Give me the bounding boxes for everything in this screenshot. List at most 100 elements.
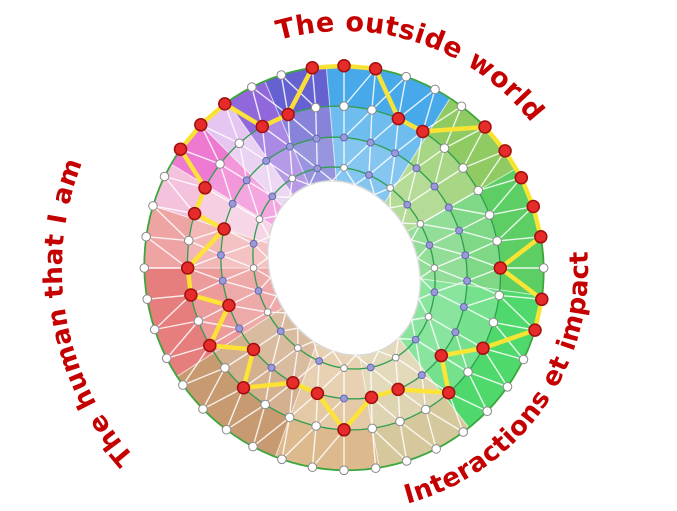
node[interactable] [451,328,460,337]
node[interactable] [178,380,188,390]
selected-node[interactable] [476,341,490,355]
selected-node[interactable] [493,261,508,275]
node[interactable] [255,215,264,224]
node[interactable] [313,164,322,173]
selected-node[interactable] [194,118,208,132]
node[interactable] [142,294,152,305]
selected-node[interactable] [222,298,236,313]
node[interactable] [254,287,263,295]
node[interactable] [248,441,258,452]
node[interactable] [425,241,434,250]
selected-node[interactable] [173,142,188,156]
selected-node[interactable] [281,107,295,122]
selected-node[interactable] [478,120,492,134]
selected-node[interactable] [198,181,212,195]
node[interactable] [249,264,258,272]
node[interactable] [391,149,400,158]
selected-node[interactable] [528,323,542,337]
node[interactable] [401,71,411,82]
node[interactable] [267,363,276,372]
node[interactable] [417,371,426,380]
node[interactable] [340,364,348,373]
node[interactable] [263,308,272,317]
node[interactable] [367,105,377,115]
node[interactable] [215,159,225,169]
node[interactable] [159,171,170,182]
selected-node[interactable] [368,62,383,76]
node[interactable] [141,231,151,242]
selected-node[interactable] [337,58,351,73]
node[interactable] [340,133,348,142]
node[interactable] [365,171,373,179]
selected-node[interactable] [305,61,320,75]
node[interactable] [420,404,431,415]
node[interactable] [411,335,420,344]
node[interactable] [439,143,450,153]
selected-node[interactable] [203,338,217,353]
selected-node[interactable] [441,385,456,400]
node[interactable] [430,288,439,297]
node[interactable] [416,220,425,228]
node[interactable] [262,156,271,165]
node[interactable] [216,251,225,260]
node[interactable] [312,134,321,143]
node[interactable] [391,353,400,362]
node[interactable] [502,382,513,392]
node[interactable] [340,163,348,172]
node[interactable] [161,353,172,364]
node[interactable] [276,327,285,336]
selected-node[interactable] [416,124,430,139]
selected-node[interactable] [526,199,541,214]
node[interactable] [235,324,244,333]
selected-node[interactable] [180,261,195,275]
node[interactable] [430,264,439,272]
selected-node[interactable] [217,222,231,236]
selected-node[interactable] [236,381,251,395]
selected-node[interactable] [286,376,300,390]
node[interactable] [431,444,442,454]
selected-node[interactable] [498,144,512,158]
node[interactable] [430,84,440,95]
node[interactable] [247,82,257,92]
node[interactable] [149,324,160,335]
selected-node[interactable] [187,206,202,221]
node[interactable] [221,424,232,435]
node[interactable] [285,142,294,151]
selected-node[interactable] [534,230,548,244]
node[interactable] [218,276,227,285]
node[interactable] [430,182,439,191]
node[interactable] [198,404,208,414]
node[interactable] [260,399,271,410]
node[interactable] [459,303,468,311]
node[interactable] [482,406,493,417]
node[interactable] [463,367,473,377]
selected-node[interactable] [391,111,406,126]
node[interactable] [473,185,484,196]
node[interactable] [249,239,258,248]
node[interactable] [268,192,277,201]
node[interactable] [307,462,318,473]
node[interactable] [367,423,378,434]
selected-node[interactable] [246,342,261,357]
node[interactable] [339,101,349,111]
node[interactable] [386,184,395,192]
node[interactable] [315,357,324,365]
selected-node[interactable] [434,348,449,363]
node[interactable] [484,210,495,220]
node[interactable] [184,235,194,246]
node[interactable] [370,463,381,474]
node[interactable] [458,163,468,173]
node[interactable] [401,456,412,466]
node[interactable] [277,454,287,465]
node[interactable] [340,394,348,403]
node[interactable] [366,138,375,147]
node[interactable] [276,70,287,80]
node[interactable] [234,138,245,149]
node[interactable] [494,290,505,301]
node[interactable] [310,102,321,113]
node[interactable] [242,176,251,185]
selected-node[interactable] [310,386,325,401]
node[interactable] [538,263,549,273]
node[interactable] [424,312,433,321]
node[interactable] [492,236,502,246]
